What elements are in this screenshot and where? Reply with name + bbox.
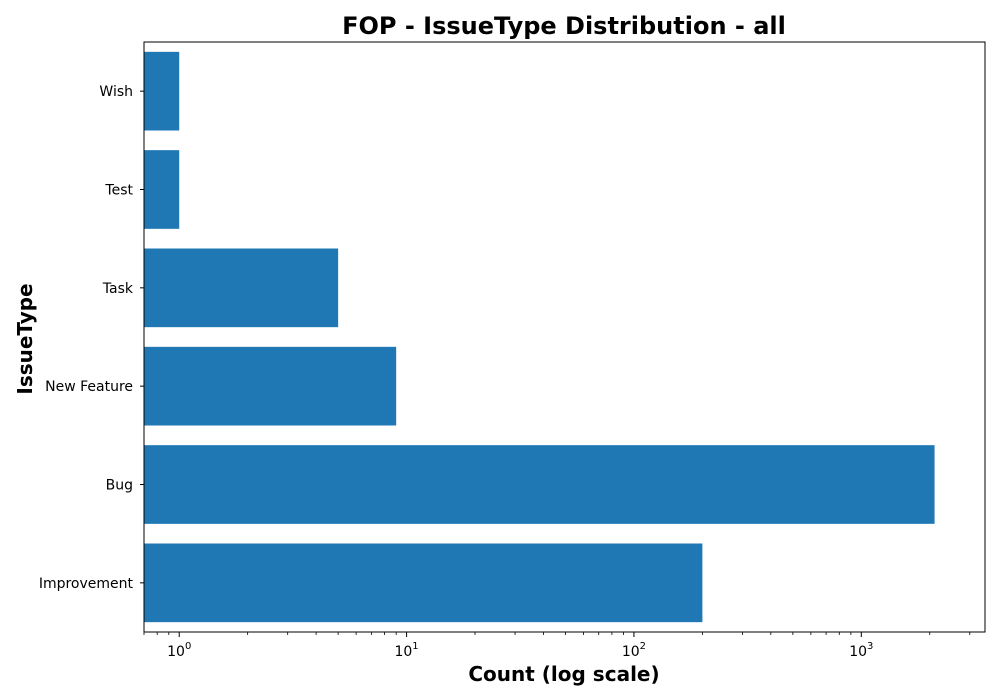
x-tick-label: 103	[849, 641, 873, 660]
chart-title: FOP - IssueType Distribution - all	[342, 12, 786, 40]
x-axis-label: Count (log scale)	[468, 662, 659, 686]
y-tick-label: Task	[102, 281, 134, 297]
bar-test	[144, 150, 180, 229]
bar-bug	[144, 445, 935, 524]
y-tick-label: Wish	[99, 84, 133, 100]
y-tick-label: Improvement	[39, 576, 134, 592]
bars-group	[144, 51, 935, 623]
x-tick-label: 101	[394, 641, 418, 660]
bar-new-feature	[144, 346, 397, 426]
y-tick-label: Bug	[106, 478, 133, 494]
y-axis-label: IssueType	[13, 283, 37, 394]
bar-improvement	[144, 543, 703, 623]
x-axis-ticks: 100 101 102 103	[143, 632, 971, 660]
bar-task	[144, 248, 339, 328]
bar-wish	[144, 51, 180, 131]
x-tick-label: 100	[167, 641, 191, 660]
y-axis-ticks: Improvement Bug New Feature Task Test Wish	[39, 84, 144, 592]
y-tick-label: New Feature	[45, 379, 133, 395]
x-tick-label: 102	[622, 641, 646, 660]
plot-frame	[143, 41, 986, 633]
y-tick-label: Test	[104, 183, 133, 199]
